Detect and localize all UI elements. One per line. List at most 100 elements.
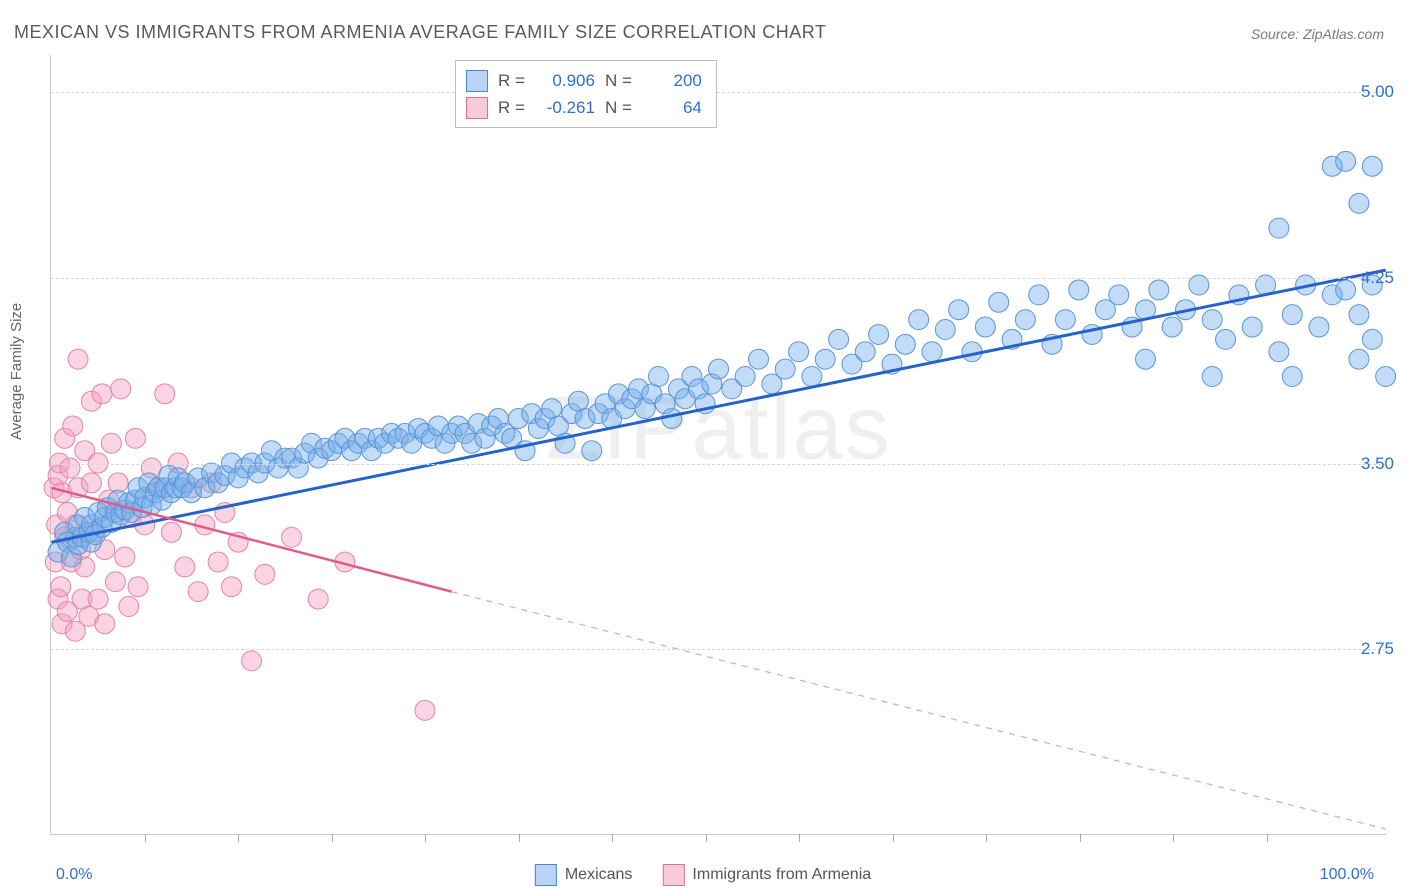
data-point [101,433,121,453]
data-point [1269,342,1289,362]
data-point [789,342,809,362]
data-point [909,310,929,330]
data-point [1309,317,1329,337]
data-point [125,428,145,448]
data-point [1376,367,1396,387]
stats-row-pink: R = -0.261 N = 64 [466,94,702,121]
r-value-pink: -0.261 [535,94,595,121]
x-min-label: 0.0% [56,866,92,884]
data-point [775,359,795,379]
swatch-pink [466,97,488,119]
data-point [92,384,112,404]
data-point [1336,151,1356,171]
data-point [1069,280,1089,300]
y-tick-label: 2.75 [1361,639,1394,659]
n-value-blue: 200 [642,67,702,94]
grid-line [51,92,1386,93]
data-point [735,367,755,387]
y-tick-label: 3.50 [1361,454,1394,474]
data-point [1149,280,1169,300]
grid-line [51,278,1386,279]
x-tick [238,834,239,842]
x-tick [893,834,894,842]
data-point [855,342,875,362]
data-point [1282,305,1302,325]
data-point [1336,280,1356,300]
data-point [415,700,435,720]
r-label: R = [498,94,525,121]
data-point [81,473,101,493]
y-tick-label: 5.00 [1361,82,1394,102]
data-point [1269,218,1289,238]
data-point [1135,349,1155,369]
x-tick [425,834,426,842]
swatch-blue [466,70,488,92]
data-point [975,317,995,337]
data-point [221,577,241,597]
data-point [308,589,328,609]
x-tick [145,834,146,842]
data-point [175,557,195,577]
legend-item-armenia: Immigrants from Armenia [662,864,871,886]
data-point [1055,310,1075,330]
data-point [989,292,1009,312]
data-point [1029,285,1049,305]
data-point [869,324,889,344]
data-point [115,547,135,567]
data-point [1349,193,1369,213]
x-tick [612,834,613,842]
x-tick [1267,834,1268,842]
n-value-pink: 64 [642,94,702,121]
data-point [1015,310,1035,330]
data-point [582,441,602,461]
data-point [208,552,228,572]
data-point [815,349,835,369]
stats-row-blue: R = 0.906 N = 200 [466,67,702,94]
r-value-blue: 0.906 [535,67,595,94]
data-point [128,577,148,597]
trend-line [51,270,1385,542]
x-tick [1080,834,1081,842]
swatch-blue [535,864,557,886]
x-tick [986,834,987,842]
data-point [119,596,139,616]
data-point [1202,367,1222,387]
scatter-svg [51,55,1386,834]
legend-item-mexicans: Mexicans [535,864,633,886]
data-point [895,334,915,354]
x-tick [1173,834,1174,842]
data-point [935,320,955,340]
data-point [749,349,769,369]
data-point [105,572,125,592]
data-point [829,329,849,349]
grid-line [51,649,1386,650]
y-axis-label: Average Family Size [8,303,25,440]
data-point [282,527,302,547]
x-tick [706,834,707,842]
data-point [1282,367,1302,387]
x-tick [519,834,520,842]
r-label: R = [498,67,525,94]
data-point [60,458,80,478]
data-point [95,614,115,634]
legend-bottom: Mexicans Immigrants from Armenia [535,864,871,886]
n-label: N = [605,94,632,121]
source-label: Source: ZipAtlas.com [1251,26,1384,42]
trend-line [452,592,1386,829]
data-point [922,342,942,362]
data-point [709,359,729,379]
data-point [648,367,668,387]
chart-title: MEXICAN VS IMMIGRANTS FROM ARMENIA AVERA… [14,22,826,43]
legend-label: Immigrants from Armenia [692,866,871,884]
data-point [1202,310,1222,330]
data-point [1162,317,1182,337]
data-point [1362,329,1382,349]
data-point [63,416,83,436]
swatch-pink [662,864,684,886]
data-point [949,300,969,320]
plot-area: ZIPatlas [50,55,1386,835]
n-label: N = [605,67,632,94]
data-point [242,651,262,671]
data-point [255,564,275,584]
grid-line [51,464,1386,465]
